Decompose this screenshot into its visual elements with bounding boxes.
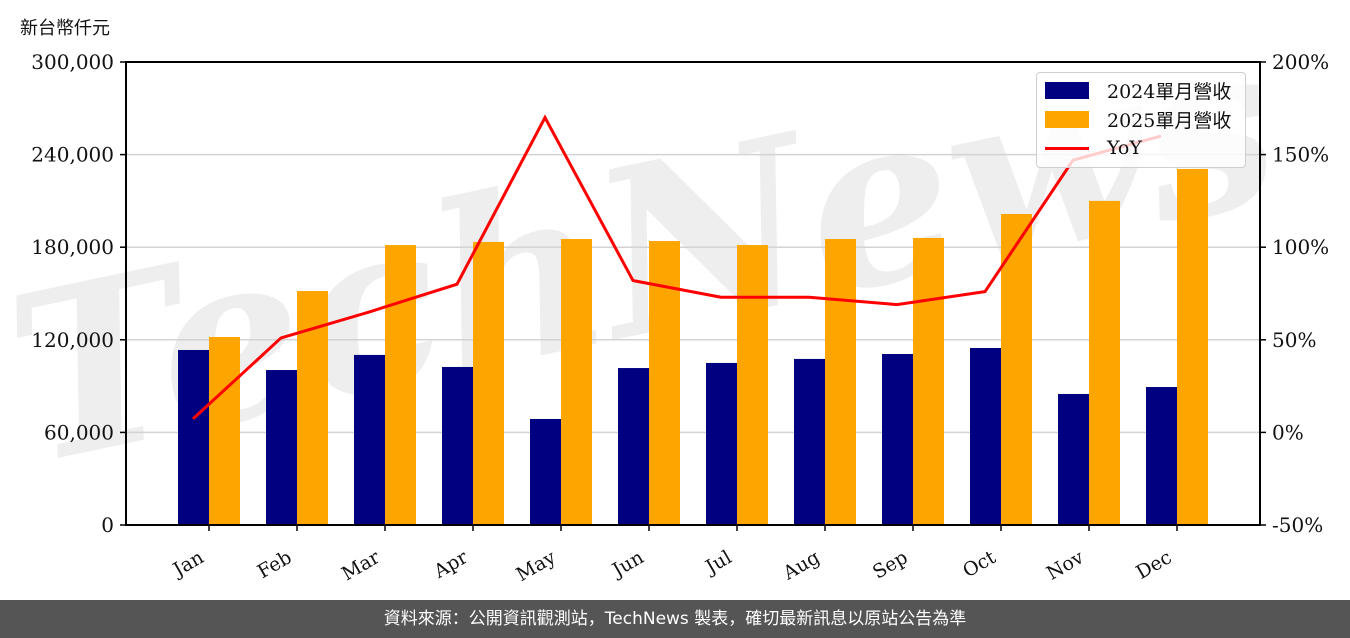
left-tick-label: 300,000 <box>31 50 114 74</box>
bar-2024-jun <box>618 368 649 525</box>
bar-2025-sep <box>913 237 944 525</box>
chart-legend: 2024單月營收 2025單月營收 YoY <box>1036 72 1246 168</box>
legend-label: 2024單月營收 <box>1107 80 1232 103</box>
x-tick-label: Feb <box>254 546 296 583</box>
x-tick-label: Dec <box>1132 546 1175 584</box>
bar-2024-aug <box>794 358 825 525</box>
legend-item-2025: 2025單月營收 <box>1045 106 1231 132</box>
bar-2024-jan <box>178 349 209 525</box>
plot-frame <box>125 61 1261 526</box>
right-tick-label: 50% <box>1272 328 1316 352</box>
x-tick-label: Jul <box>700 546 735 579</box>
x-tick-label: Aug <box>779 546 824 585</box>
bar-2025-apr <box>473 241 504 525</box>
bar-2025-jul <box>737 245 768 525</box>
bar-series <box>178 168 1208 526</box>
bar-2024-oct <box>970 347 1001 525</box>
legend-item-yoy: YoY <box>1045 135 1142 161</box>
legend-swatch-2025 <box>1045 110 1089 128</box>
left-axis-ticks: 0 60,000 120,000 180,000 240,000 300,000 <box>31 50 126 537</box>
source-footer: 資料來源：公開資訊觀測站，TechNews 製表，確切最新訊息以原站公告為準 <box>0 600 1350 638</box>
right-tick-label: 0% <box>1272 420 1304 444</box>
legend-label: YoY <box>1107 137 1142 159</box>
yoy-line-series <box>191 114 1162 420</box>
right-tick-label: -50% <box>1272 513 1323 537</box>
left-tick-label: 180,000 <box>31 235 114 259</box>
bar-2024-feb <box>266 370 297 525</box>
x-tick-label: Jan <box>168 546 208 582</box>
bar-2024-may <box>530 418 561 525</box>
bar-2025-jan <box>209 337 240 525</box>
x-tick-label: Sep <box>869 546 912 583</box>
bar-2025-mar <box>385 245 416 525</box>
legend-item-2024: 2024單月營收 <box>1045 77 1231 103</box>
left-tick-label: 240,000 <box>31 143 114 167</box>
right-tick-label: 100% <box>1272 235 1329 259</box>
x-tick-label: Jun <box>607 546 648 582</box>
left-tick-label: 0 <box>101 513 114 537</box>
bar-2025-oct <box>1001 214 1032 526</box>
right-axis-ticks: -50% 0% 50% 100% 150% 200% <box>1260 50 1329 537</box>
bar-2024-dec <box>1146 387 1177 525</box>
bar-2025-dec <box>1177 168 1208 525</box>
bar-2024-nov <box>1058 393 1089 525</box>
x-tick-label: Mar <box>338 546 384 585</box>
legend-label: 2025單月營收 <box>1107 109 1232 132</box>
bar-2024-mar <box>354 354 385 525</box>
legend-swatch-2024 <box>1045 81 1089 99</box>
axes <box>125 61 1261 526</box>
left-tick-label: 60,000 <box>44 420 114 444</box>
bar-2025-nov <box>1089 200 1120 525</box>
x-tick-label: Oct <box>959 546 1000 582</box>
x-tick-label: Apr <box>429 546 472 583</box>
bar-2025-aug <box>825 239 856 526</box>
right-tick-label: 200% <box>1272 50 1329 74</box>
left-tick-label: 120,000 <box>31 328 114 352</box>
bar-2024-jul <box>706 362 737 525</box>
x-axis-ticks: Jan Feb Mar Apr May Jun Jul Aug Sep Oct Nov Dec <box>168 525 1178 586</box>
bar-2024-sep <box>882 353 913 525</box>
bar-2025-may <box>561 239 592 526</box>
x-tick-label: Nov <box>1043 546 1088 585</box>
yoy-line <box>191 114 1162 420</box>
legend-line-yoy <box>1045 146 1089 150</box>
right-tick-label: 150% <box>1272 143 1329 167</box>
y-axis-unit-label: 新台幣仟元 <box>20 18 110 39</box>
bar-2024-apr <box>442 366 473 525</box>
x-tick-label: May <box>513 546 560 586</box>
